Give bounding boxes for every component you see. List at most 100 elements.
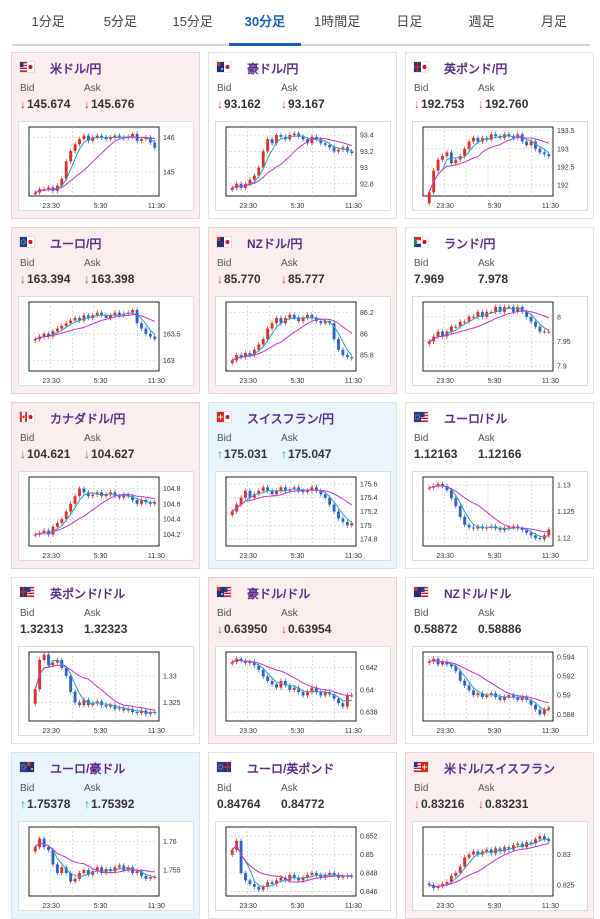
candle-body xyxy=(507,306,511,308)
price-chart[interactable]: 86.2 86 85.8 23:30 5:30 11:30 xyxy=(215,296,391,386)
pair-name[interactable]: 豪ドル/ドル xyxy=(247,586,311,601)
pair-name[interactable]: 米ドル/円 xyxy=(50,61,102,76)
price-chart[interactable]: 1.76 1.755 23:30 5:30 11:30 xyxy=(18,821,194,911)
pair-name[interactable]: 英ポンド/円 xyxy=(444,61,508,76)
pair-name[interactable]: 米ドル/スイスフラン xyxy=(444,761,555,776)
candle-body xyxy=(239,183,243,188)
candle-body xyxy=(436,886,440,889)
candle-body xyxy=(319,490,323,495)
tab-5[interactable]: 日足 xyxy=(396,14,423,29)
rate-card[interactable]: NZドル/ドル Bid Ask 0.58872 0.58886 0.594 0.592… xyxy=(405,577,594,744)
price-chart[interactable]: 0.642 0.64 0.638 23:30 5:30 11:30 xyxy=(215,646,391,736)
rate-card[interactable]: スイスフラン/円 Bid Ask ↑175.031 ↑175.047 175.6 17… xyxy=(208,402,397,569)
pair-header[interactable]: ユーロ/英ポンド xyxy=(217,759,334,777)
candle-body xyxy=(69,503,73,512)
tab-7[interactable]: 月足 xyxy=(540,14,567,29)
pair-header[interactable]: 英ポンド/円 xyxy=(414,59,507,77)
price-chart[interactable]: 163.5 163 23:30 5:30 11:30 xyxy=(18,296,194,386)
price-labels: Bid Ask xyxy=(20,258,101,269)
price-chart[interactable]: 175.6 175.4 175.2 175 174.8 23:30 5:30 11:30 xyxy=(215,471,391,561)
price-chart[interactable]: 0.594 0.592 0.59 0.588 23:30 5:30 11:30 xyxy=(412,646,588,736)
pair-name[interactable]: カナダドル/円 xyxy=(50,411,126,426)
tab-2[interactable]: 15分足 xyxy=(172,14,213,29)
rate-card[interactable]: NZドル/円 Bid Ask ↓85.770 ↓85.777 86.2 86 85.8 2… xyxy=(208,227,397,394)
candle-body xyxy=(131,309,135,313)
rate-card[interactable]: ユーロ/英ポンド Bid Ask 0.84764 0.84772 0.852 0.85… xyxy=(208,752,397,919)
candle-body xyxy=(257,886,261,890)
pair-name[interactable]: NZドル/円 xyxy=(247,236,303,251)
pair-header[interactable]: ユーロ/豪ドル xyxy=(20,759,125,777)
price-chart[interactable]: 104.8 104.6 104.4 104.2 23:30 5:30 11:30 xyxy=(18,471,194,561)
candle-body xyxy=(283,136,287,140)
pair-name[interactable]: ランド/円 xyxy=(444,236,496,251)
pair-header[interactable]: ユーロ/ドル xyxy=(414,409,507,427)
candle-body xyxy=(507,527,511,529)
pair-name[interactable]: ユーロ/豪ドル xyxy=(50,761,126,776)
rate-card[interactable]: ユーロ/ドル Bid Ask 1.12163 1.12166 1.13 1.125 1.… xyxy=(405,402,594,569)
bid-price: ↓93.162 xyxy=(217,97,261,111)
price-chart[interactable]: 93.4 93.2 93 92.8 23:30 5:30 11:30 xyxy=(215,121,391,211)
flag-icon xyxy=(217,409,247,427)
price-chart[interactable]: 1.33 1.325 23:30 5:30 11:30 xyxy=(18,646,194,736)
flag-icon xyxy=(414,584,444,602)
pair-header[interactable]: ランド/円 xyxy=(414,234,495,252)
pair-header[interactable]: NZドル/円 xyxy=(217,234,302,252)
tab-0[interactable]: 1分足 xyxy=(31,14,65,29)
pair-name[interactable]: ユーロ/ドル xyxy=(444,411,508,426)
candle-body xyxy=(279,135,283,137)
short-moving-average-line xyxy=(429,659,549,711)
pair-header[interactable]: カナダドル/円 xyxy=(20,409,125,427)
long-moving-average-line xyxy=(35,136,155,194)
price-chart[interactable]: 0.83 0.825 23:30 5:30 11:30 xyxy=(412,821,588,911)
up-arrow-icon: ↑ xyxy=(217,447,223,461)
pair-name[interactable]: NZドル/ドル xyxy=(444,586,512,601)
candle-body xyxy=(91,871,95,875)
ask-price: ↓104.627 xyxy=(84,447,135,461)
pair-header[interactable]: 米ドル/円 xyxy=(20,59,101,77)
pair-header[interactable]: NZドル/ドル xyxy=(414,584,511,602)
pair-header[interactable]: スイスフラン/円 xyxy=(217,409,334,427)
candle-body xyxy=(153,142,157,148)
price-chart[interactable]: 193.5 193 192.5 192 23:30 5:30 11:30 xyxy=(412,121,588,211)
rate-card[interactable]: 豪ドル/ドル Bid Ask ↓0.63950 ↓0.63954 0.642 0.64… xyxy=(208,577,397,744)
rate-card[interactable]: 米ドル/円 Bid Ask ↓145.674 ↓145.676 146 145 23:3… xyxy=(11,52,200,219)
pair-header[interactable]: 豪ドル/円 xyxy=(217,59,298,77)
price-chart[interactable]: 8 7.95 7.9 23:30 5:30 11:30 xyxy=(412,296,588,386)
candle-body xyxy=(104,705,108,707)
rate-card[interactable]: 英ポンド/円 Bid Ask ↓192.753 ↓192.760 193.5 193 1… xyxy=(405,52,594,219)
rate-card[interactable]: ランド/円 Bid Ask 7.969 7.978 8 7.95 7.9 23:30 5:3… xyxy=(405,227,594,394)
candle-body xyxy=(467,854,471,858)
tab-6[interactable]: 週足 xyxy=(468,14,495,29)
pair-header[interactable]: 英ポンド/ドル xyxy=(20,584,125,602)
price-chart[interactable]: 1.13 1.125 1.12 23:30 5:30 11:30 xyxy=(412,471,588,561)
rate-card[interactable]: 米ドル/スイスフラン Bid Ask ↓0.83216 ↓0.83231 0.83 0… xyxy=(405,752,594,919)
tab-1[interactable]: 5分足 xyxy=(103,14,137,29)
pair-name[interactable]: 英ポンド/ドル xyxy=(50,586,126,601)
ask-label: Ask xyxy=(478,83,495,94)
pair-name[interactable]: スイスフラン/円 xyxy=(247,411,334,426)
candle-body xyxy=(144,875,148,879)
pair-name[interactable]: ユーロ/円 xyxy=(50,236,102,251)
candle-body xyxy=(113,705,117,709)
pair-header[interactable]: 豪ドル/ドル xyxy=(217,584,310,602)
tab-3[interactable]: 30分足 xyxy=(228,0,302,46)
rate-card[interactable]: カナダドル/円 Bid Ask ↓104.621 ↓104.627 104.8 104… xyxy=(11,402,200,569)
price-chart[interactable]: 146 145 23:30 5:30 11:30 xyxy=(18,121,194,211)
pair-name[interactable]: ユーロ/英ポンド xyxy=(247,761,335,776)
candle-body xyxy=(275,880,278,885)
bid-label: Bid xyxy=(414,83,429,94)
pair-header[interactable]: 米ドル/スイスフラン xyxy=(414,759,555,777)
ask-price: 7.978 xyxy=(478,272,509,286)
candle-body xyxy=(467,141,471,149)
pair-header[interactable]: ユーロ/円 xyxy=(20,234,101,252)
pair-name[interactable]: 豪ドル/円 xyxy=(247,61,299,76)
price-chart[interactable]: 0.852 0.85 0.848 0.846 23:30 5:30 11:30 xyxy=(215,821,391,911)
candle-body xyxy=(538,148,542,153)
rate-card[interactable]: ユーロ/円 Bid Ask ↓163.394 ↓163.398 163.5 163 23… xyxy=(11,227,200,394)
rate-card[interactable]: ユーロ/豪ドル Bid Ask ↑1.75378 ↑1.75392 1.76 1.75… xyxy=(11,752,200,919)
rate-card[interactable]: 豪ドル/円 Bid Ask ↓93.162 ↓93.167 93.4 93.2 93 92… xyxy=(208,52,397,219)
rate-card[interactable]: 英ポンド/ドル Bid Ask 1.32313 1.32323 1.33 1.325 2… xyxy=(11,577,200,744)
bid-label: Bid xyxy=(20,783,35,794)
tab-4[interactable]: 1時間足 xyxy=(314,14,361,29)
candle-body xyxy=(42,333,46,337)
